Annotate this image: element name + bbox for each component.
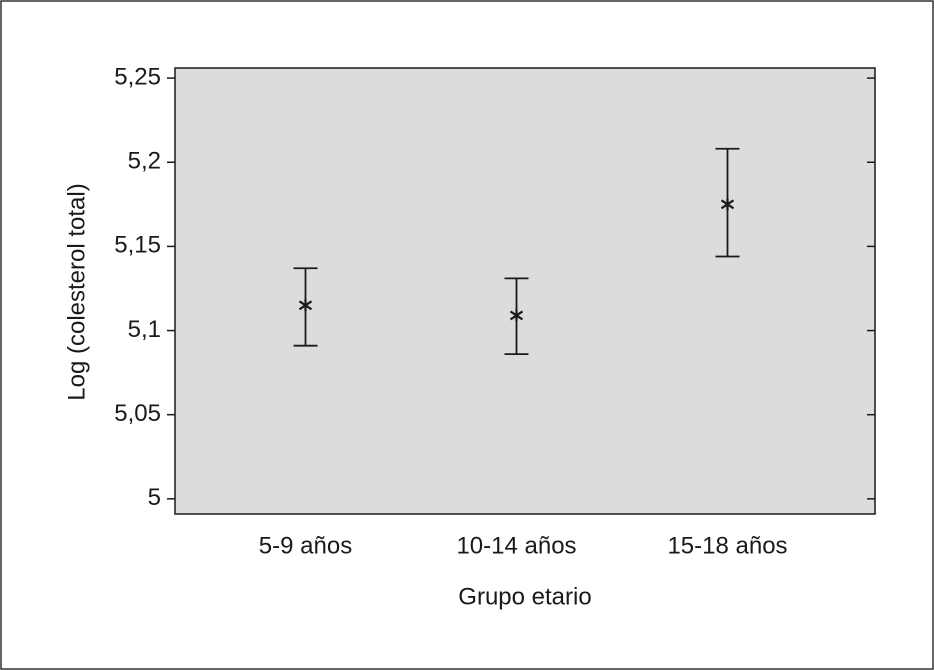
y-tick-label: 5,15 [114,232,161,259]
y-tick-label: 5,05 [114,400,161,427]
mean-marker [509,309,524,322]
mean-marker [298,299,313,312]
y-tick-label: 5,25 [114,63,161,90]
y-tick-label: 5 [148,484,161,511]
x-axis-label: Grupo etario [458,583,591,610]
x-tick-label: 10-14 años [456,532,576,559]
y-tick-label: 5,1 [128,316,161,343]
mean-marker [720,198,735,211]
plot-area [174,67,876,515]
y-axis-label: Log (colesterol total) [63,183,90,400]
x-tick-label: 15-18 años [667,532,787,559]
y-tick-label: 5,2 [128,148,161,175]
x-tick-label: 5-9 años [259,532,352,559]
